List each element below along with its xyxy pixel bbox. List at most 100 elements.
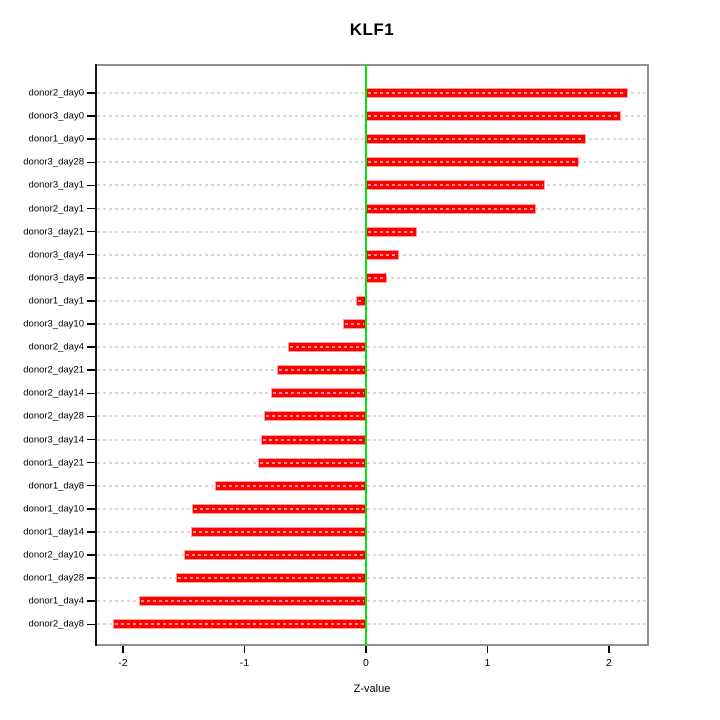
- y-axis-tick: [87, 600, 95, 602]
- bar: [288, 342, 366, 353]
- gridline: [97, 600, 647, 603]
- gridline: [97, 392, 647, 395]
- x-axis-tick: [243, 646, 246, 653]
- bar: [342, 319, 366, 329]
- y-axis-tick: [87, 184, 95, 187]
- y-tick-label: donor1_day21: [23, 457, 84, 469]
- bar-grid-overlay: [263, 438, 364, 441]
- y-axis-tick: [87, 92, 95, 94]
- y-tick-label: donor3_day8: [28, 272, 84, 284]
- bar: [365, 272, 387, 283]
- bar: [261, 434, 366, 445]
- y-axis-tick: [87, 508, 95, 510]
- gridline: [97, 415, 647, 418]
- y-axis-tick: [87, 415, 95, 418]
- x-axis-tick: [486, 646, 489, 653]
- y-axis-tick: [87, 554, 95, 556]
- bar-grid-overlay: [194, 507, 364, 510]
- bar: [190, 526, 366, 537]
- bar-grid-overlay: [367, 207, 534, 210]
- gridline: [97, 554, 647, 556]
- y-axis-tick: [87, 161, 95, 164]
- y-axis-tick: [87, 138, 95, 140]
- y-tick-label: donor3_day1: [28, 179, 84, 191]
- y-axis-tick: [87, 484, 95, 487]
- bar: [176, 573, 366, 584]
- y-tick-label: donor3_day14: [23, 434, 84, 445]
- bar: [192, 503, 366, 514]
- y-tick-label: donor1_day28: [23, 572, 84, 584]
- bar: [263, 411, 366, 422]
- y-axis-tick: [87, 115, 95, 117]
- gridline: [97, 323, 647, 325]
- bar-grid-overlay: [217, 484, 364, 487]
- y-tick-label: donor2_day4: [28, 341, 84, 353]
- gridline: [97, 299, 647, 302]
- gridline: [97, 484, 647, 487]
- x-tick-label: 0: [363, 657, 369, 669]
- x-tick-label: 1: [484, 657, 491, 669]
- bar: [365, 180, 545, 191]
- bar: [365, 111, 622, 122]
- gridline: [97, 438, 647, 441]
- chart-title: KLF1: [349, 20, 395, 39]
- bar: [365, 134, 586, 145]
- bar-grid-overlay: [178, 577, 364, 580]
- gridline: [97, 369, 647, 372]
- bar: [365, 249, 399, 260]
- bar-grid-overlay: [367, 115, 620, 118]
- gridline: [97, 530, 647, 533]
- x-axis-tick: [365, 646, 367, 653]
- gridline: [97, 623, 647, 626]
- y-tick-label: donor1_day14: [23, 526, 84, 538]
- bar: [113, 619, 366, 630]
- y-tick-label: donor2_day28: [23, 410, 84, 422]
- bar-grid-overlay: [344, 323, 364, 325]
- y-axis-tick: [87, 461, 95, 464]
- bar-grid-overlay: [273, 392, 364, 395]
- y-axis-tick: [87, 623, 95, 626]
- bar-grid-overlay: [367, 230, 415, 233]
- bar-grid-overlay: [367, 276, 385, 279]
- y-tick-label: donor2_day8: [28, 618, 84, 630]
- y-axis-tick: [87, 392, 95, 395]
- y-axis-tick: [87, 346, 95, 348]
- bar: [183, 550, 366, 560]
- bar-grid-overlay: [367, 184, 543, 187]
- bar: [271, 388, 366, 399]
- gridline: [97, 577, 647, 580]
- y-tick-label: donor3_day0: [28, 110, 84, 122]
- y-tick-label: donor2_day0: [28, 87, 84, 99]
- bar-grid-overlay: [259, 461, 364, 464]
- gridline: [97, 461, 647, 464]
- y-axis-tick: [87, 577, 95, 579]
- y-tick-label: donor2_day1: [28, 203, 84, 214]
- bar-grid-overlay: [265, 415, 364, 418]
- y-tick-label: donor1_day1: [28, 295, 84, 307]
- bar-grid-overlay: [185, 554, 364, 556]
- bar: [365, 157, 579, 168]
- x-axis-tick: [608, 646, 610, 653]
- x-tick-label: 2: [605, 657, 612, 669]
- y-axis-tick: [87, 531, 95, 533]
- y-tick-label: donor3_day4: [28, 249, 84, 261]
- y-tick-label: donor3_day10: [23, 318, 84, 330]
- plot-area: donor2_day0 donor3_day0 donor1_day0 donor3_…: [23, 64, 649, 669]
- bar: [277, 365, 366, 376]
- bar-grid-overlay: [279, 369, 364, 372]
- bar-grid-overlay: [367, 253, 397, 256]
- bar: [257, 457, 366, 468]
- bar-grid-overlay: [367, 138, 584, 141]
- y-tick-label: donor2_day10: [23, 549, 84, 561]
- bar-grid-overlay: [358, 299, 364, 302]
- gridline: [97, 346, 647, 349]
- x-tick-label: -1: [239, 657, 250, 669]
- bar-grid-overlay: [367, 92, 627, 94]
- y-tick-label: donor1_day10: [23, 503, 84, 515]
- y-tick-label: donor2_day14: [23, 387, 84, 399]
- x-tick-label: -2: [118, 657, 128, 669]
- y-axis-line: [95, 64, 97, 646]
- y-axis-tick: [87, 300, 95, 302]
- bar: [365, 203, 536, 214]
